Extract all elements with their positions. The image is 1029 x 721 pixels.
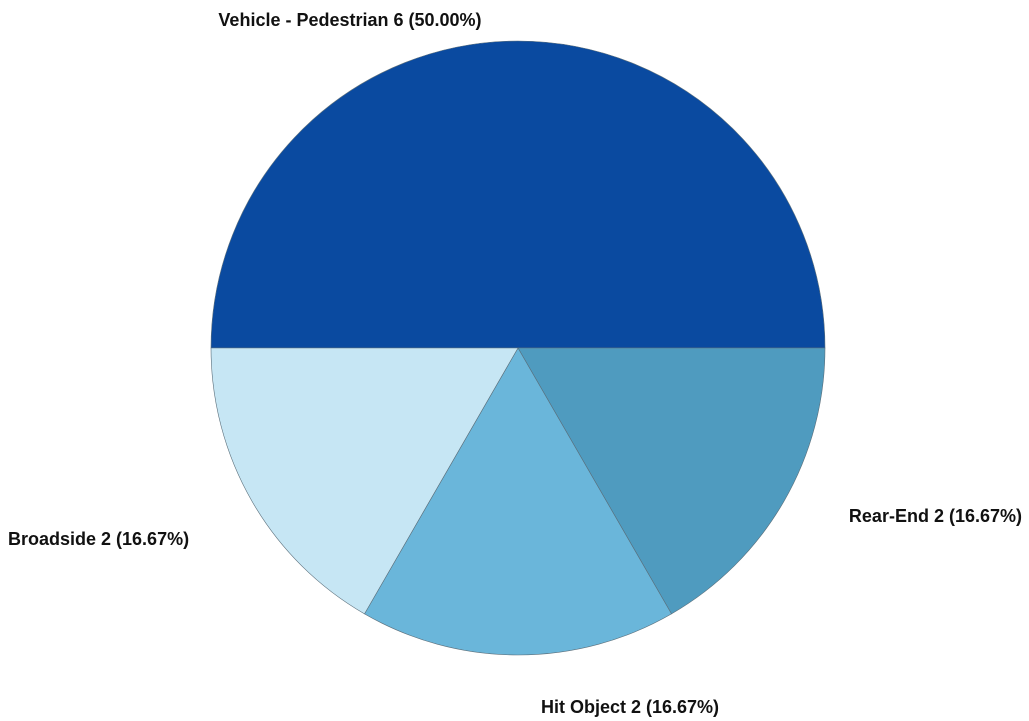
slice-label-vehicle-pedestrian: Vehicle - Pedestrian 6 (50.00%)	[218, 10, 481, 30]
pie-slice-broadside	[210, 347, 519, 615]
pie-slice-vehicle-pedestrian	[210, 40, 826, 349]
slice-label-rear-end: Rear-End 2 (16.67%)	[849, 506, 1022, 526]
pie-slice-rear-end	[517, 347, 826, 615]
pie-slices	[210, 40, 826, 656]
pie-slice-hit-object	[364, 347, 672, 656]
pie-labels: Vehicle - Pedestrian 6 (50.00%) Rear-End…	[8, 10, 1022, 717]
slice-label-hit-object: Hit Object 2 (16.67%)	[541, 697, 719, 717]
slice-label-broadside: Broadside 2 (16.67%)	[8, 529, 189, 549]
